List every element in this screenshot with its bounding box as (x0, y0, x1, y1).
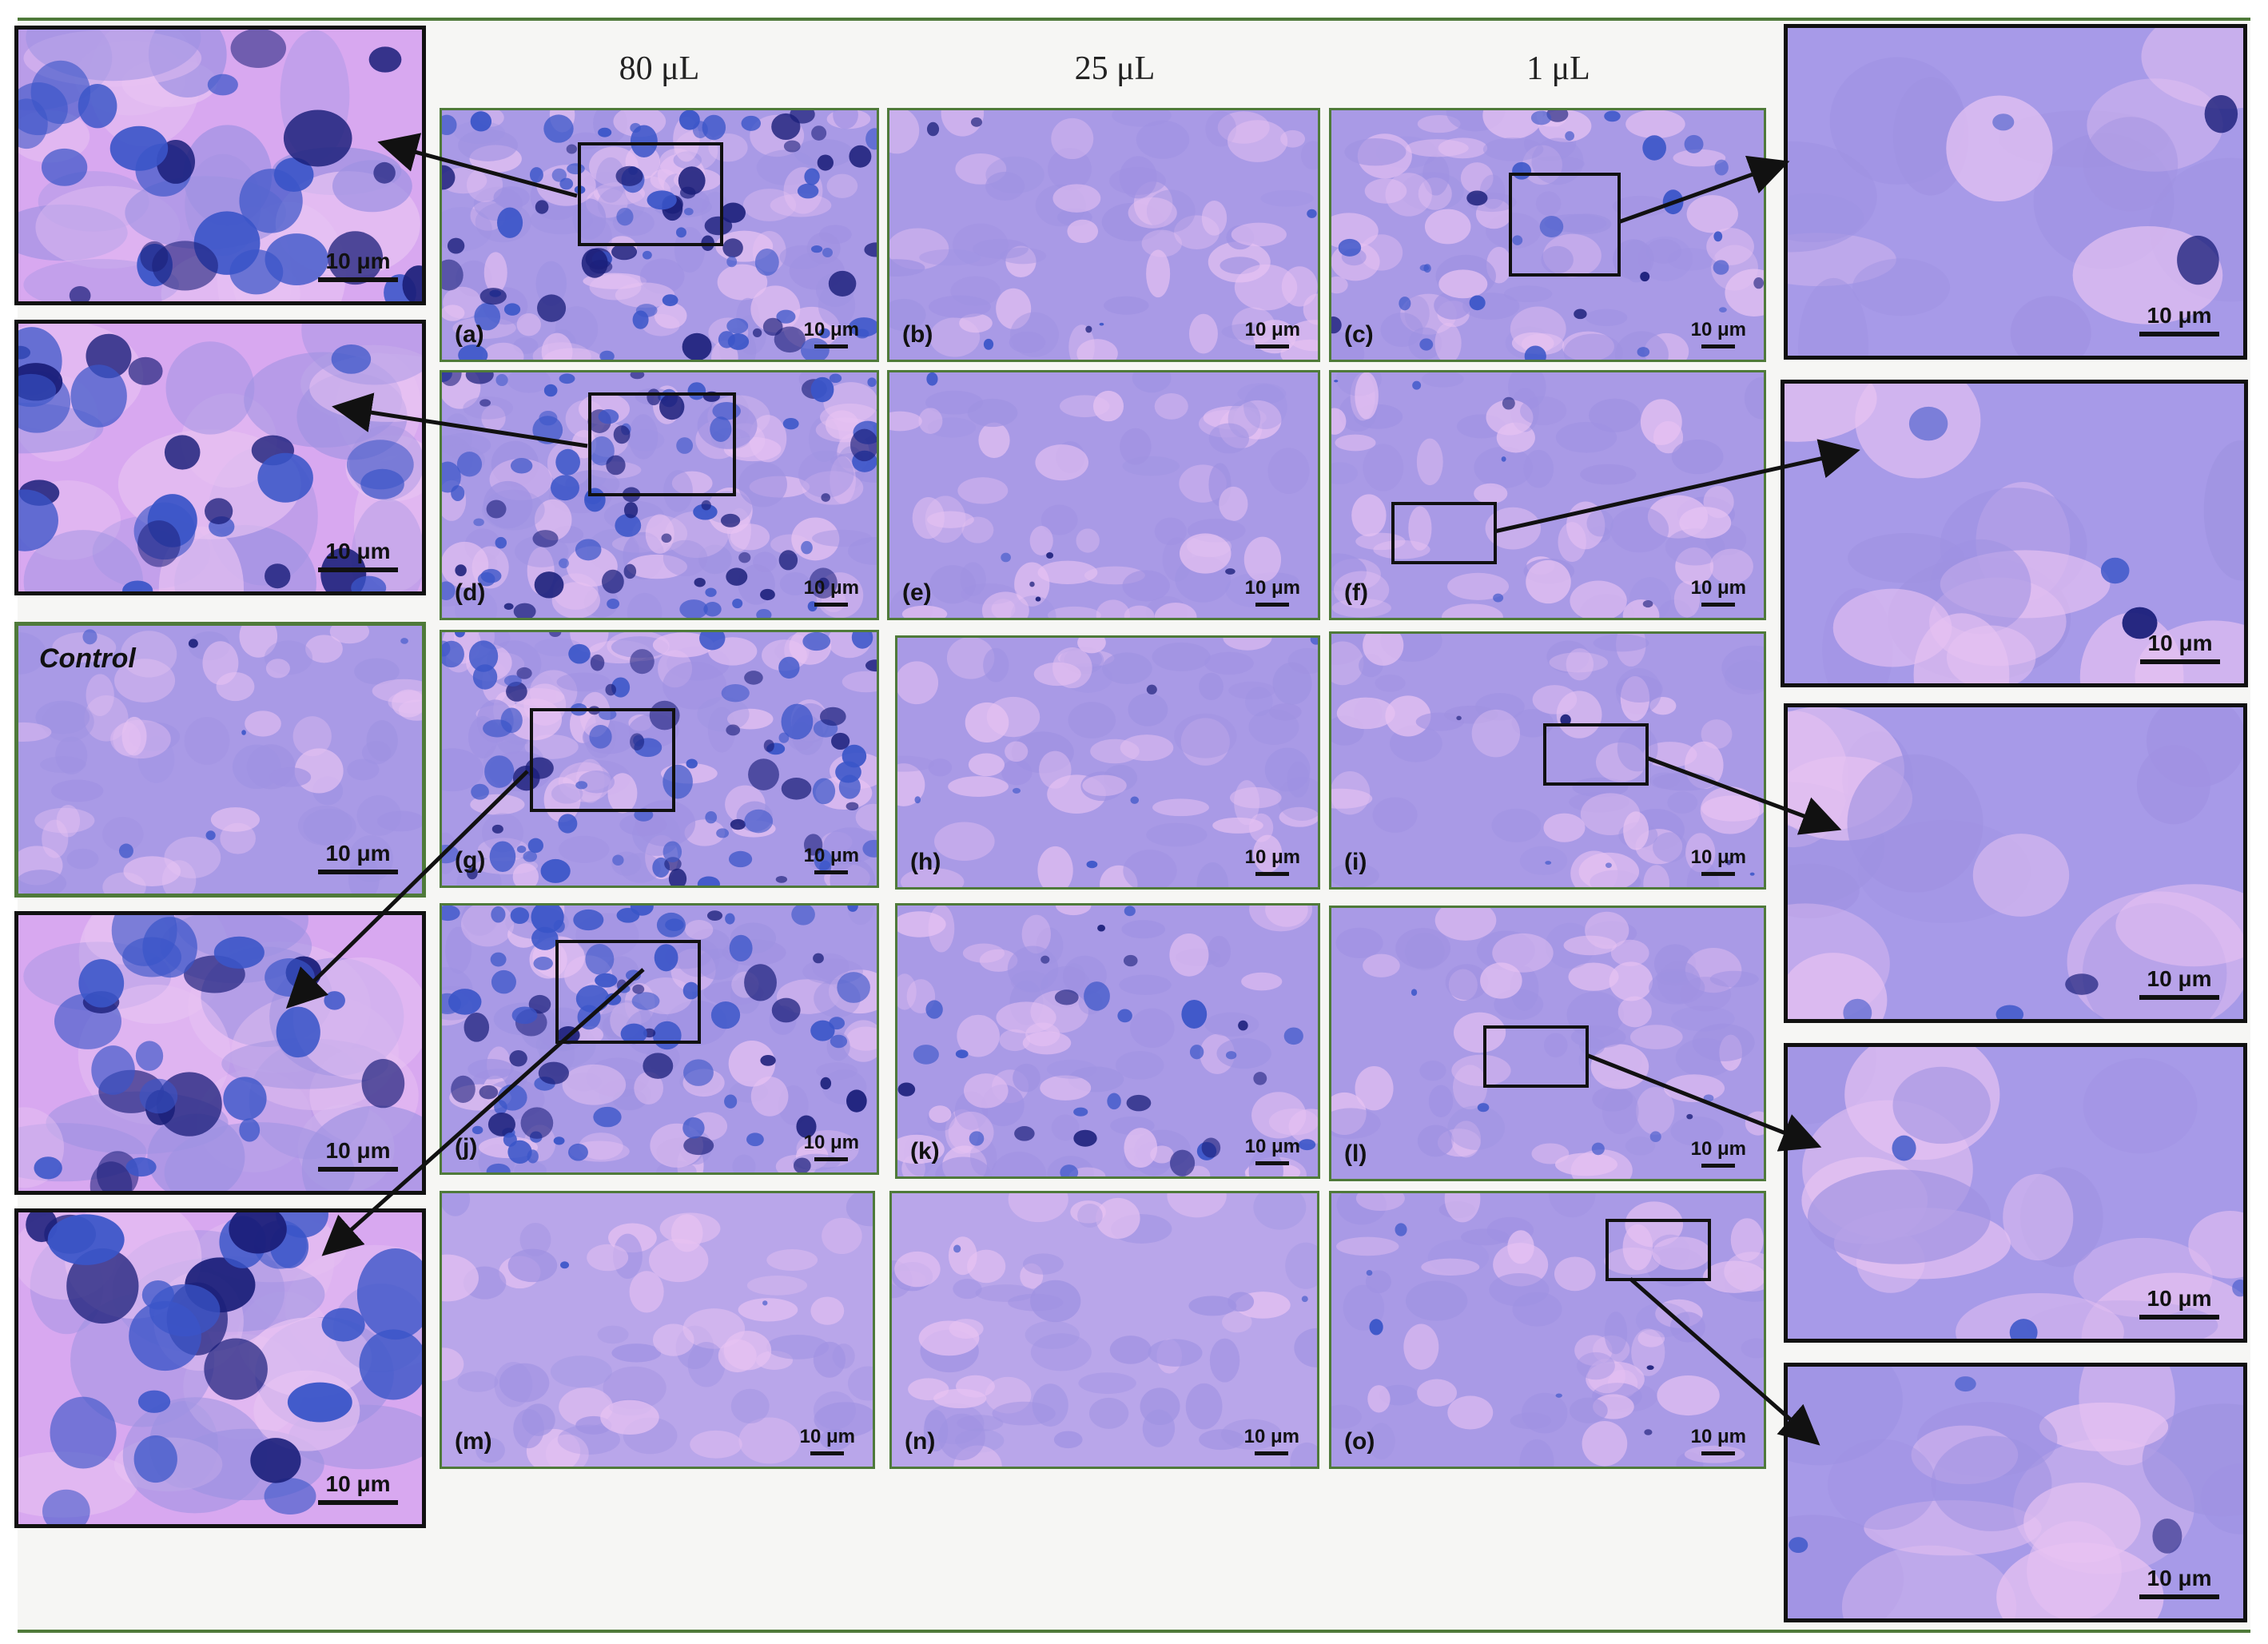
micrograph-texture (889, 372, 1318, 618)
panel-f: (f) 10 μm (1329, 370, 1766, 620)
right-zoom-inset-f: 10 μm (1781, 380, 2248, 687)
scale-bar: 10 μm (318, 841, 398, 874)
scale-bar: 10 μm (1245, 577, 1300, 607)
scale-bar: 10 μm (318, 1471, 398, 1505)
panel-g: (g) 10 μm (440, 630, 879, 888)
panel-label: (o) (1344, 1428, 1375, 1455)
region-of-interest-box (588, 392, 736, 496)
panel-label: (k) (910, 1138, 940, 1164)
region-of-interest-box (530, 708, 675, 812)
region-of-interest-box (578, 142, 723, 246)
scale-bar: 10 μm (2139, 1286, 2219, 1320)
panel-e: (e) 10 μm (887, 370, 1320, 620)
left-zoom-inset-d: 10 μm (14, 320, 426, 595)
scale-bar: 10 μm (804, 1132, 859, 1161)
region-of-interest-box (1606, 1219, 1711, 1281)
panel-c: (c) 10 μm (1329, 108, 1766, 362)
micrograph-texture (18, 30, 422, 301)
scale-bar: 10 μm (2140, 631, 2220, 664)
right-zoom-inset-c: 10 μm (1784, 24, 2247, 360)
micrograph-texture (1785, 384, 2244, 683)
left-zoom-inset-g: 10 μm (14, 911, 426, 1195)
panel-m: (m) 10 μm (440, 1191, 875, 1469)
panel-label: (g) (455, 847, 486, 874)
left-zoom-inset-a: 10 μm (14, 26, 426, 305)
scale-bar: 10 μm (804, 845, 859, 874)
panel-label: (e) (902, 579, 932, 606)
scale-bar: 10 μm (2139, 966, 2219, 1000)
micrograph-texture (1788, 1367, 2243, 1618)
right-zoom-inset-l: 10 μm (1784, 1043, 2247, 1343)
right-zoom-inset-i: 10 μm (1784, 703, 2247, 1023)
scale-bar: 10 μm (1244, 1426, 1299, 1455)
panel-l: (l) 10 μm (1329, 906, 1766, 1181)
panel-label: (m) (455, 1428, 492, 1455)
panel-label: (h) (910, 849, 941, 875)
panel-label: (b) (902, 321, 933, 348)
region-of-interest-box (1509, 173, 1621, 277)
micrograph-texture (1788, 1047, 2243, 1339)
scale-bar: 10 μm (2139, 1566, 2219, 1599)
micrograph-texture (442, 1193, 873, 1467)
micrograph-texture (897, 638, 1318, 887)
scale-bar: 10 μm (1245, 846, 1300, 876)
panel-i: (i) 10 μm (1329, 631, 1766, 890)
panel-a: (a) 10 μm (440, 108, 879, 362)
micrograph-texture (1788, 707, 2243, 1019)
panel-label: (f) (1344, 579, 1368, 606)
scale-bar: 10 μm (1691, 1138, 1746, 1168)
panel-d: (d) 10 μm (440, 370, 879, 620)
column-header-80ul: 80 μL (619, 50, 700, 87)
panel-b: (b) 10 μm (887, 108, 1320, 362)
panel-n: (n) 10 μm (889, 1191, 1319, 1469)
scale-bar: 10 μm (318, 539, 398, 572)
scale-bar: 10 μm (1691, 319, 1746, 348)
column-header-25ul: 25 μL (1074, 50, 1156, 87)
scale-bar: 10 μm (1691, 846, 1746, 876)
scale-bar: 10 μm (1245, 1136, 1300, 1165)
scale-bar: 10 μm (318, 1138, 398, 1172)
micrograph-texture (18, 1212, 422, 1524)
control-label: Control (39, 643, 136, 674)
scale-bar: 10 μm (800, 1426, 855, 1455)
panel-label: (j) (455, 1134, 478, 1160)
micrograph-texture (897, 906, 1318, 1176)
micrograph-texture (892, 1193, 1317, 1467)
panel-label: (l) (1344, 1140, 1367, 1167)
panel-label: (a) (455, 321, 484, 348)
region-of-interest-box (1483, 1025, 1589, 1088)
micrograph-texture (1788, 28, 2243, 356)
scale-bar: 10 μm (804, 319, 859, 348)
right-zoom-inset-o: 10 μm (1784, 1363, 2247, 1622)
panel-h: (h) 10 μm (895, 635, 1320, 890)
panel-label: (i) (1344, 849, 1367, 875)
region-of-interest-box (555, 940, 701, 1044)
scale-bar: 10 μm (318, 249, 398, 282)
scale-bar: 10 μm (2139, 303, 2219, 336)
panel-o: (o) 10 μm (1329, 1191, 1766, 1469)
scale-bar: 10 μm (804, 577, 859, 607)
panel-label: (c) (1344, 321, 1374, 348)
region-of-interest-box (1543, 723, 1649, 786)
scale-bar: 10 μm (1691, 577, 1746, 607)
micrograph-texture (1331, 110, 1764, 360)
panel-label: (d) (455, 579, 486, 606)
scale-bar: 10 μm (1245, 319, 1300, 348)
panel-label: (n) (905, 1428, 936, 1455)
column-header-1ul: 1 μL (1526, 50, 1590, 87)
left-zoom-inset-j: 10 μm (14, 1208, 426, 1528)
panel-j: (j) 10 μm (440, 903, 879, 1175)
region-of-interest-box (1391, 502, 1497, 564)
panel-k: (k) 10 μm (895, 903, 1320, 1179)
micrograph-texture (889, 110, 1318, 360)
scale-bar: 10 μm (1691, 1426, 1746, 1455)
control-panel: Control 10 μm (14, 622, 426, 898)
